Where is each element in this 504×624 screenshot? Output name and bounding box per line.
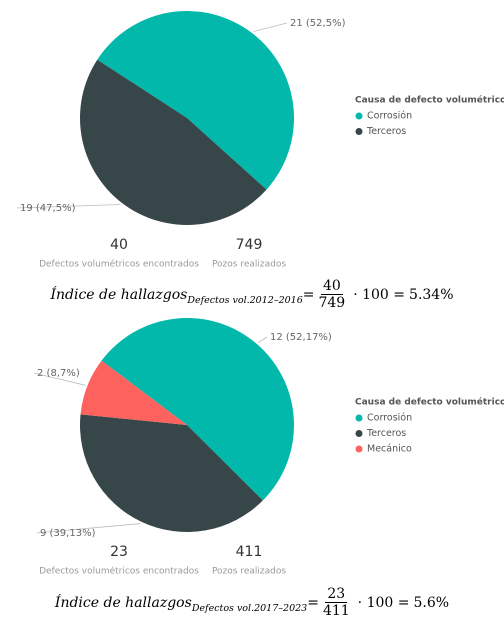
value-label: 21 (52,5%) — [290, 18, 346, 29]
pie-slice — [101, 317, 295, 501]
numerator: 23 — [325, 586, 348, 603]
numerator: 40 — [320, 278, 343, 295]
kpi-label: Defectos volumétricos encontrados — [39, 566, 199, 577]
pie-slice — [79, 414, 263, 532]
legend-swatch — [355, 445, 363, 453]
formula-sub-text: Defectos vol. — [187, 295, 250, 306]
formula-op: · 100 = — [353, 286, 406, 303]
formula-lhs: Índice de hallazgos — [54, 594, 192, 611]
leader-line — [258, 336, 268, 343]
pie-slice — [97, 11, 294, 190]
legend-swatch — [355, 128, 363, 135]
legend-label: Corrosión — [367, 413, 412, 424]
leader-line — [36, 523, 141, 534]
legend-label: Terceros — [366, 428, 406, 439]
legend-label: Mecánico — [367, 444, 412, 455]
legend-label: Corrosión — [367, 111, 412, 122]
denominator: 749 — [318, 295, 346, 311]
kpi-value: 749 — [236, 237, 263, 253]
formula-lhs: Índice de hallazgos — [50, 286, 188, 303]
formula-subscript: Defectos vol.2017–2023 — [192, 603, 307, 614]
kpi-label: Defectos volumétricos encontrados — [39, 259, 199, 270]
leader-line — [16, 204, 121, 209]
legend-label: Terceros — [366, 126, 406, 137]
denominator: 411 — [322, 603, 350, 619]
legend-swatch — [355, 430, 363, 437]
kpi-value: 40 — [110, 237, 128, 253]
legend-swatch — [355, 112, 363, 120]
formula: Índice de hallazgos Defectos vol.2017–202… — [0, 586, 504, 619]
value-label: 19 (47,5%) — [20, 203, 76, 214]
leader-line — [253, 22, 288, 32]
value-label: 2 (8,7%) — [37, 368, 80, 379]
value-label: 9 (39,13%) — [40, 528, 96, 539]
formula-op: · 100 = — [357, 594, 410, 611]
kpi-label: Pozos realizados — [212, 567, 286, 577]
pie-slice — [80, 360, 187, 425]
fraction: 23 411 — [323, 586, 350, 619]
formula-eq: = — [302, 286, 315, 303]
formula-sub-text: Defectos vol. — [191, 603, 255, 614]
formula-period: 2017–2023 — [254, 603, 308, 614]
formula-result: 5.6% — [413, 594, 450, 611]
kpi-value: 23 — [110, 544, 128, 560]
fraction: 40 749 — [318, 278, 345, 311]
value-label: 12 (52,17%) — [270, 332, 332, 343]
legend-swatch — [355, 414, 363, 422]
formula-period: 2012–2016 — [249, 295, 303, 306]
formula-result: 5.34% — [409, 286, 454, 303]
leader-line — [33, 372, 86, 386]
formula: Índice de hallazgos Defectos vol.2012–201… — [0, 278, 504, 311]
pie-slice — [79, 59, 267, 226]
legend-title: Causa de defecto volumétrico — [355, 95, 504, 106]
formula-subscript: Defectos vol.2012–2016 — [187, 295, 302, 306]
formula-eq: = — [307, 594, 319, 611]
kpi-value: 411 — [236, 544, 263, 560]
legend-title: Causa de defecto volumétrico — [355, 397, 504, 408]
kpi-label: Pozos realizados — [212, 260, 286, 270]
